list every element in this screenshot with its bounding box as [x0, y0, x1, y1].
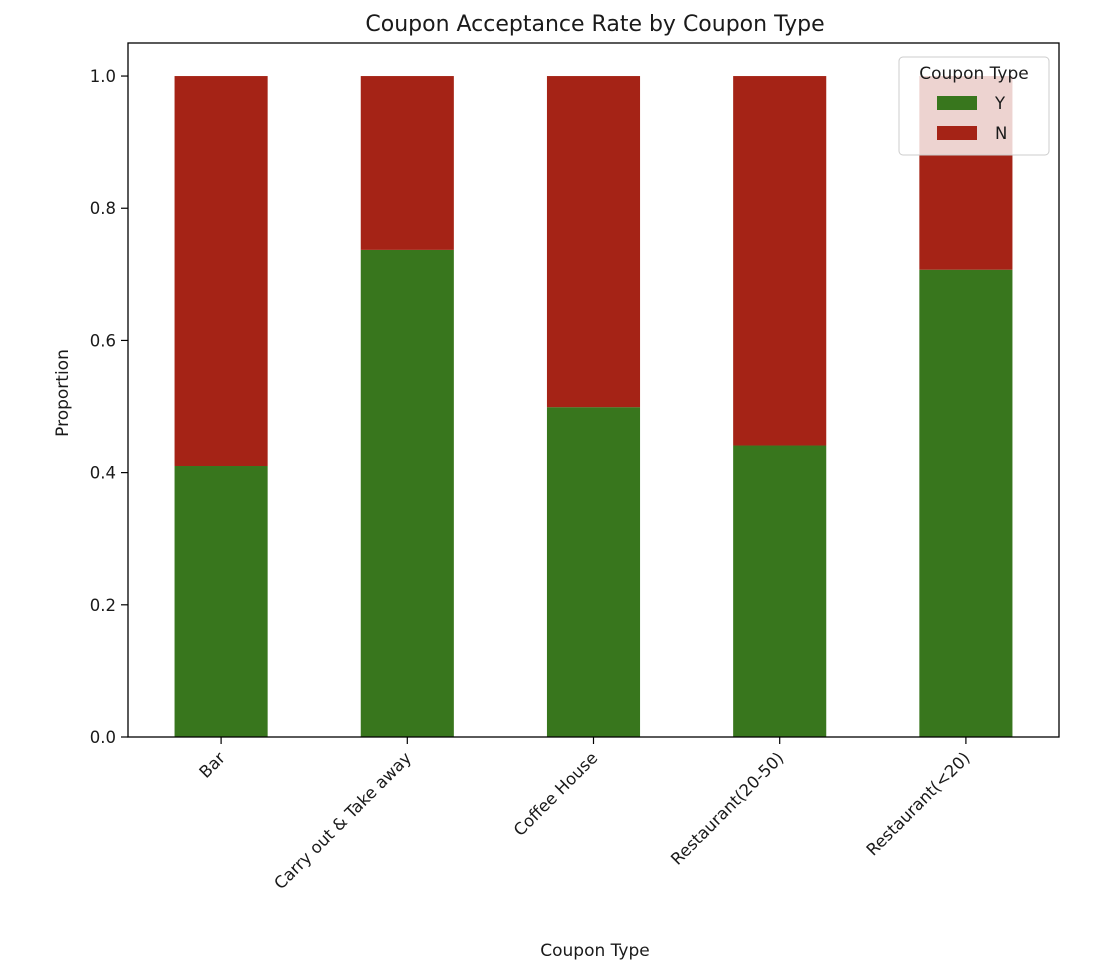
legend-label-y: Y	[994, 94, 1006, 113]
legend-label-n: N	[995, 124, 1007, 143]
bar-y-2	[546, 407, 641, 737]
x-tick-label-1: Carry out & Take away	[270, 748, 415, 893]
y-tick-label-2: 0.4	[90, 464, 116, 483]
x-axis: Bar Carry out & Take away Coffee House Rest…	[196, 737, 974, 893]
y-tick-label-5: 1.0	[90, 67, 116, 86]
legend: Coupon Type Y N	[898, 56, 1050, 156]
bar-n-0	[174, 76, 268, 467]
legend-swatch-n	[937, 126, 977, 140]
legend-title: Coupon Type	[919, 64, 1028, 84]
bar-n-3	[733, 76, 827, 446]
bar-n-1	[360, 76, 454, 250]
y-axis: 0.0 0.2 0.4 0.6 0.8 1.0	[90, 67, 128, 747]
bar-y-4	[919, 269, 1013, 737]
bar-y-1	[360, 249, 454, 737]
x-axis-label: Coupon Type	[540, 941, 649, 961]
y-tick-label-0: 0.0	[90, 728, 116, 747]
y-tick-label-3: 0.6	[90, 331, 116, 350]
bars	[174, 76, 1013, 737]
x-tick-label-3: Restaurant(20-50)	[667, 748, 787, 868]
bar-y-3	[733, 445, 827, 737]
legend-swatch-y	[937, 96, 977, 110]
x-tick-label-0: Bar	[196, 748, 230, 782]
chart-title: Coupon Acceptance Rate by Coupon Type	[365, 12, 824, 37]
bar-y-0	[174, 466, 268, 737]
x-tick-label-2: Coffee House	[510, 748, 601, 839]
y-tick-label-1: 0.2	[90, 596, 116, 615]
bar-n-2	[546, 76, 641, 408]
x-tick-label-4: Restaurant(<20)	[863, 748, 974, 859]
y-tick-label-4: 0.8	[90, 199, 116, 218]
y-axis-label: Proportion	[53, 349, 73, 437]
